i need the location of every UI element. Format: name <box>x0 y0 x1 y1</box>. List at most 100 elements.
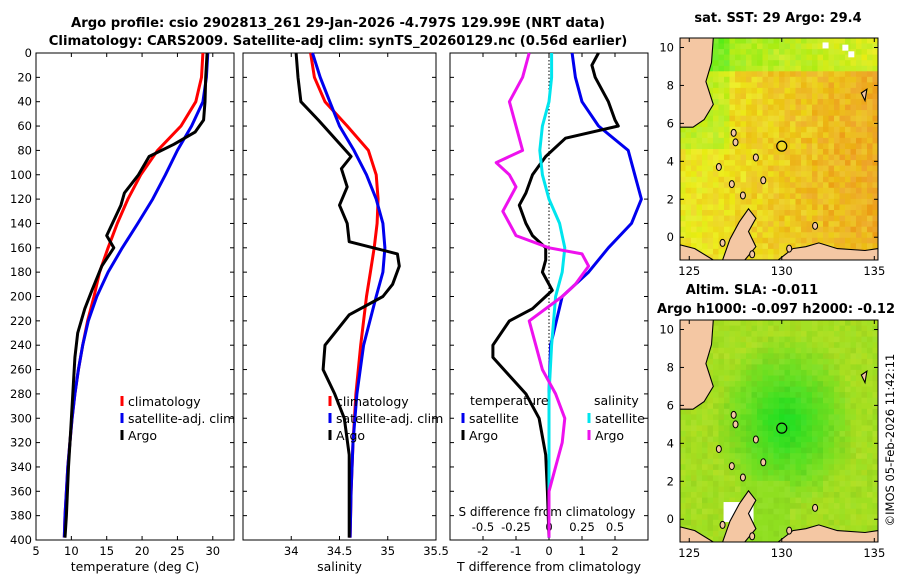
map-cell <box>713 54 720 61</box>
map-cell <box>735 43 742 50</box>
map-cell <box>850 475 857 482</box>
map-cell <box>718 193 725 200</box>
map-y-tick-label: 8 <box>667 360 674 374</box>
map-cell <box>680 165 687 172</box>
map-cell <box>773 226 780 233</box>
map-cell <box>845 232 852 239</box>
map-cell <box>779 453 786 460</box>
map-cell <box>834 193 841 200</box>
map-cell <box>707 475 714 482</box>
map-cell <box>740 342 747 349</box>
map-cell <box>696 403 703 410</box>
map-cell <box>724 76 731 83</box>
map-cell <box>729 215 736 222</box>
map-cell <box>751 38 758 45</box>
map-cell <box>696 431 703 438</box>
map-cell <box>812 364 819 371</box>
map-cell <box>812 347 819 354</box>
map-cell <box>834 325 841 332</box>
map-cell <box>713 76 720 83</box>
map-cell <box>735 331 742 338</box>
map-cell <box>856 104 863 111</box>
map-cell <box>718 320 725 327</box>
map-cell <box>751 381 758 388</box>
map-cell <box>795 458 802 465</box>
map-cell <box>839 431 846 438</box>
map-cell <box>691 419 698 426</box>
map-cell <box>872 226 878 233</box>
map-cell <box>751 397 758 404</box>
map-cell <box>790 508 797 515</box>
map-cell <box>724 347 731 354</box>
map-cell <box>735 204 742 211</box>
map-cell <box>823 475 830 482</box>
map-cell <box>845 347 852 354</box>
map-cell <box>757 149 764 156</box>
map-cell <box>740 375 747 382</box>
map-cell <box>718 104 725 111</box>
map-cell <box>801 519 808 526</box>
map-cell <box>784 447 791 454</box>
map-cell <box>867 386 874 393</box>
map-cell <box>784 414 791 421</box>
map-cell <box>784 210 791 217</box>
map-cell <box>795 431 802 438</box>
map-cell <box>861 347 868 354</box>
map-cell <box>713 137 720 144</box>
map-cell <box>762 497 769 504</box>
map-cell <box>713 193 720 200</box>
map-cell <box>861 38 868 45</box>
map-cell <box>806 237 813 244</box>
map-cell <box>702 165 709 172</box>
map-cell <box>729 221 736 228</box>
map-cell <box>740 76 747 83</box>
map-cell <box>751 480 758 487</box>
map-cell <box>856 403 863 410</box>
map-cell <box>790 176 797 183</box>
map-cell <box>806 93 813 100</box>
map-cell <box>839 243 846 250</box>
map-cell <box>839 210 846 217</box>
map-cell <box>850 503 857 510</box>
map-cell <box>718 403 725 410</box>
map-cell <box>735 447 742 454</box>
map-cell <box>790 320 797 327</box>
map-cell <box>718 369 725 376</box>
map-cell <box>801 160 808 167</box>
map-cell <box>839 71 846 78</box>
y-tick-label: 140 <box>10 216 32 230</box>
map-cell <box>790 60 797 67</box>
map-cell <box>839 486 846 493</box>
map-cell <box>850 369 857 376</box>
island <box>812 503 819 512</box>
map-cell <box>729 453 736 460</box>
map-cell <box>834 93 841 100</box>
map-cell <box>680 408 687 415</box>
map-cell <box>795 386 802 393</box>
map-cell <box>724 65 731 72</box>
map-cell <box>823 49 830 56</box>
legend-label: satellite-adj. clim <box>336 411 443 426</box>
map-cell <box>729 469 736 476</box>
map-cell <box>773 347 780 354</box>
map-cell <box>867 121 874 128</box>
map-y-tick-label: 6 <box>667 398 674 412</box>
map-cell <box>801 43 808 50</box>
map-cell <box>845 397 852 404</box>
map-cell <box>691 132 698 139</box>
map-cell <box>817 447 824 454</box>
map-cell <box>757 431 764 438</box>
map-cell <box>707 226 714 233</box>
map-cell <box>867 519 874 526</box>
map-cell <box>707 369 714 376</box>
map-cell <box>834 392 841 399</box>
map-cell <box>845 160 852 167</box>
map-cell <box>845 353 852 360</box>
map-cell <box>757 126 764 133</box>
map-cell <box>790 403 797 410</box>
map-cell <box>867 193 874 200</box>
map-cell <box>762 469 769 476</box>
map-cell <box>872 503 878 510</box>
land-polygon <box>722 207 757 260</box>
map-cell <box>817 431 824 438</box>
